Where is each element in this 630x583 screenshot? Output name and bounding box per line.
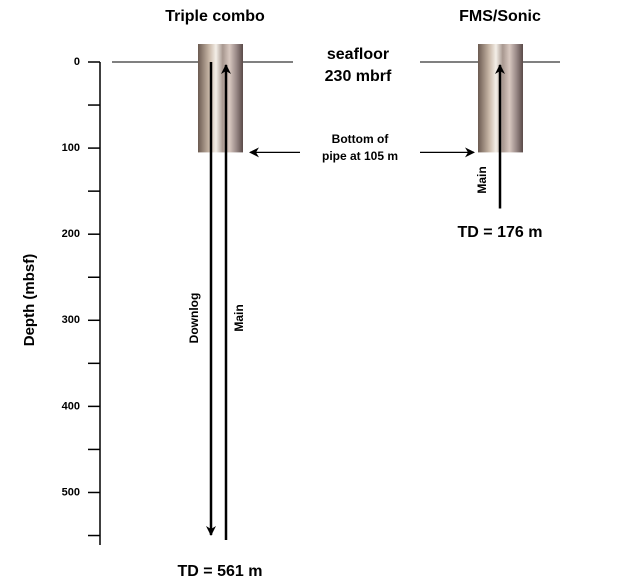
pipe-note: Bottom of	[332, 132, 390, 146]
column-title: FMS/Sonic	[459, 8, 541, 25]
pipe-note: pipe at 105 m	[322, 149, 398, 163]
axis-label: Depth (mbsf)	[21, 254, 38, 347]
tick-label: 200	[62, 228, 80, 240]
seafloor-depth: 230 mbrf	[325, 68, 392, 85]
td-label: TD = 176 m	[458, 224, 543, 241]
tick-label: 400	[62, 400, 80, 412]
column-title: Triple combo	[165, 8, 265, 25]
tick-label: 300	[62, 314, 80, 326]
seafloor-label: seafloor	[327, 46, 389, 63]
run-label: Main	[475, 166, 489, 193]
run-label: Downlog	[187, 293, 201, 344]
note-bg	[300, 130, 420, 166]
run-label: Main	[232, 304, 246, 331]
td-label: TD = 561 m	[178, 563, 263, 580]
tick-label: 0	[74, 56, 80, 68]
pipe	[198, 44, 243, 153]
tick-label: 500	[62, 486, 80, 498]
tick-label: 100	[62, 142, 80, 154]
